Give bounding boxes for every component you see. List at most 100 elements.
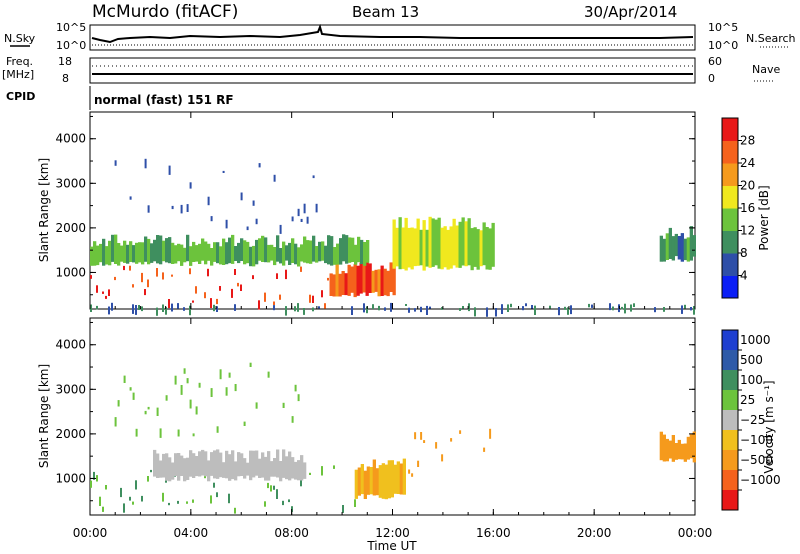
heatmap-cell [183, 247, 187, 263]
heatmap-cell [665, 438, 669, 462]
heatmap-cell [531, 305, 533, 309]
heatmap-cell [282, 500, 284, 506]
heatmap-cell [417, 460, 420, 467]
heatmap-cell [344, 273, 348, 296]
heatmap-cell [273, 485, 275, 490]
heatmap-cell [222, 170, 225, 173]
nave-top-tick: 60 [708, 55, 722, 68]
heatmap-cell [381, 463, 385, 499]
heatmap-cell [261, 235, 265, 262]
heatmap-cell [135, 428, 138, 437]
heatmap-cell [225, 242, 229, 265]
heatmap-cell [192, 300, 194, 303]
heatmap-cell [204, 292, 206, 299]
heatmap-cell [414, 308, 416, 312]
heatmap-cell [393, 464, 397, 494]
heatmap-cell [264, 292, 266, 302]
heatmap-cell [485, 227, 489, 270]
heatmap-cell [591, 304, 593, 308]
heatmap-cell [510, 303, 512, 308]
heatmap-cell [96, 305, 98, 310]
heatmap-cell [333, 465, 335, 469]
heatmap-cell [246, 462, 250, 476]
x-tick-label: 20:00 [577, 526, 612, 540]
heatmap-cell [117, 243, 121, 266]
heatmap-cell [372, 459, 376, 496]
heatmap-cell [237, 282, 239, 287]
heatmap-cell [455, 225, 459, 268]
heatmap-cell [423, 440, 426, 443]
heatmap-cell [120, 245, 124, 262]
heatmap-cell [252, 245, 256, 267]
heatmap-cell [153, 449, 157, 477]
heatmap-cell [363, 242, 367, 266]
heatmap-cell [366, 240, 370, 263]
heatmap-cell [225, 219, 228, 229]
heatmap-cell [416, 218, 420, 266]
heatmap-cell [174, 375, 177, 385]
heatmap-cell [288, 499, 290, 503]
heatmap-cell [267, 244, 271, 263]
heatmap-cell [681, 305, 683, 314]
heatmap-cell [378, 305, 380, 311]
heatmap-cell [300, 244, 304, 262]
heatmap-cell [441, 454, 444, 462]
heatmap-cell [90, 304, 92, 312]
heatmap-cell [108, 289, 110, 296]
heatmap-cell [147, 476, 149, 482]
heatmap-cell [491, 222, 495, 267]
heatmap-cell [96, 245, 100, 266]
heatmap-cell [270, 244, 274, 261]
heatmap-cell [318, 241, 322, 262]
heatmap-cell [659, 235, 663, 262]
heatmap-cell [689, 226, 693, 261]
heatmap-cell [446, 229, 450, 270]
heatmap-cell [237, 452, 241, 477]
heatmap-cell [198, 243, 202, 264]
heatmap-cell [329, 273, 333, 296]
heatmap-cell [668, 440, 672, 459]
heatmap-cell [390, 460, 394, 498]
heatmap-cell [231, 234, 235, 264]
heatmap-cell [369, 467, 373, 495]
heatmap-cell [171, 242, 175, 264]
heatmap-cell [228, 454, 232, 481]
heatmap-cell [129, 265, 131, 271]
heatmap-cell [123, 265, 125, 271]
heatmap-cell [231, 288, 233, 298]
heatmap-cell [468, 303, 470, 312]
heatmap-cell [141, 242, 145, 265]
heatmap-cell [126, 244, 130, 264]
heatmap-cell [300, 218, 303, 222]
heatmap-cell [692, 235, 696, 257]
heatmap-cell [486, 307, 488, 317]
heatmap-cell [123, 503, 125, 513]
heatmap-cell [342, 234, 346, 262]
heatmap-cell [405, 304, 407, 306]
heatmap-cell [389, 262, 393, 292]
heatmap-cell [677, 439, 681, 460]
heatmap-cell [270, 461, 274, 477]
heatmap-cell [147, 205, 150, 213]
heatmap-cell [282, 449, 286, 478]
heatmap-cell [93, 241, 97, 266]
y-tick-label: 4000 [55, 132, 86, 146]
heatmap-cell [303, 308, 305, 315]
heatmap-cell [404, 217, 408, 271]
heatmap-cell [386, 270, 390, 297]
colorbar-tick-label: 24 [740, 156, 755, 170]
heatmap-cell [327, 235, 331, 265]
heatmap-cell [309, 472, 311, 475]
heatmap-cell [108, 306, 110, 315]
heatmap-cell [234, 304, 236, 311]
heatmap-cell [689, 434, 693, 459]
heatmap-cell [162, 492, 164, 502]
colorbar-tick-label: −25 [740, 413, 765, 427]
heatmap-cell [258, 238, 262, 261]
heatmap-cell [633, 303, 635, 307]
heatmap-cell [216, 492, 218, 498]
heatmap-cell [368, 263, 372, 293]
heatmap-cell [273, 305, 275, 311]
heatmap-cell [426, 305, 428, 315]
date-title: 30/Apr/2014 [584, 3, 677, 21]
